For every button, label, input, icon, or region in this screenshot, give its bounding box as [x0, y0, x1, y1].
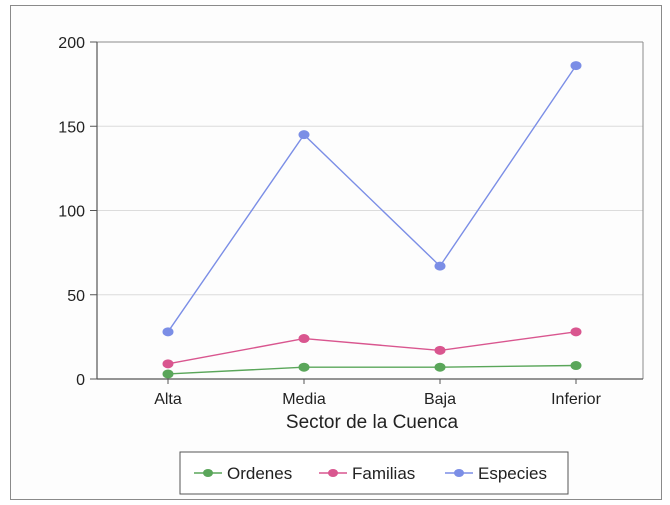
series-line-ordenes [167, 364, 577, 375]
y-tick-label: 150 [58, 119, 85, 136]
x-tick-label: Alta [154, 391, 182, 408]
y-tick-label: 100 [58, 204, 85, 221]
gridlines [97, 41, 643, 296]
data-point-ordenes [162, 369, 174, 379]
legend-marker-especies [454, 469, 464, 477]
legend-box [179, 451, 569, 495]
x-tick-label: Baja [424, 391, 456, 408]
series-line-familias [167, 331, 577, 365]
data-point-familias [434, 345, 446, 355]
series [162, 61, 582, 379]
data-point-ordenes [298, 362, 310, 372]
data-point-familias [570, 327, 582, 337]
legend-label-ordenes: Ordenes [227, 464, 292, 483]
chart-frame [10, 5, 662, 500]
x-tick-label: Media [282, 391, 326, 408]
y-tick-label: 0 [76, 372, 85, 389]
legend-marker-familias [328, 469, 338, 477]
legend-label-especies: Especies [478, 464, 547, 483]
legend-label-familias: Familias [352, 464, 415, 483]
data-point-especies [434, 261, 446, 271]
y-tick-label: 200 [58, 35, 85, 52]
x-tick-label: Inferior [551, 391, 601, 408]
data-point-familias [162, 359, 174, 369]
series-line-especies [167, 65, 577, 333]
data-point-ordenes [434, 362, 446, 372]
data-point-especies [162, 327, 174, 337]
axes [90, 41, 644, 384]
data-point-familias [298, 334, 310, 344]
legend-marker-ordenes [203, 469, 213, 477]
x-axis-title: Sector de la Cuenca [286, 412, 459, 433]
tick-labels: 0 50 100 150 200 Alta Media Baja Inferior [58, 35, 601, 408]
y-tick-label: 50 [67, 288, 85, 305]
legend: Ordenes Familias Especies [179, 451, 569, 495]
data-point-ordenes [570, 361, 582, 371]
data-point-especies [570, 61, 582, 71]
data-point-especies [298, 130, 310, 140]
